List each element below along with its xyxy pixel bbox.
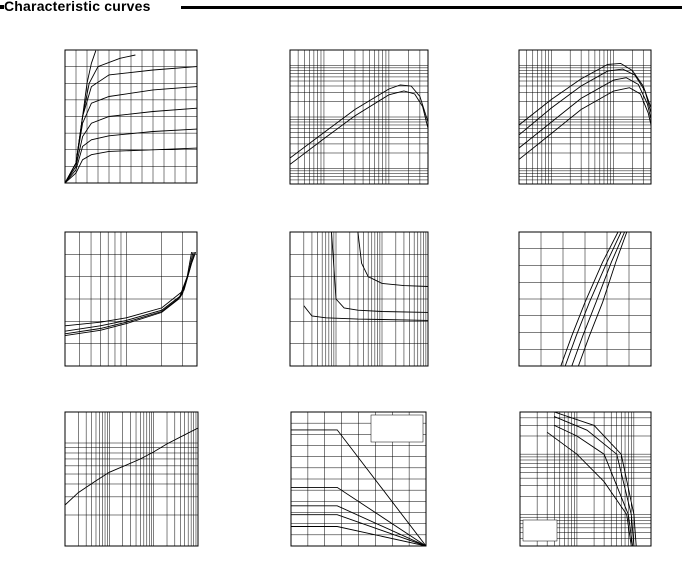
series-line-3 xyxy=(519,87,651,160)
series-line-1 xyxy=(564,232,622,366)
series-line-1 xyxy=(291,486,426,546)
plot-frame xyxy=(518,231,652,367)
series-line-3 xyxy=(65,251,197,327)
condition-box xyxy=(370,414,424,443)
plot-frame xyxy=(290,411,427,547)
series-line-0 xyxy=(519,62,651,126)
chart-soa xyxy=(519,411,652,547)
header-rule-left xyxy=(0,5,4,9)
chart-hfe-ic-temp xyxy=(518,49,652,185)
chart-ic-vce xyxy=(64,49,198,184)
series-line-2 xyxy=(291,505,426,546)
chart-hfe-ic xyxy=(289,49,429,185)
series-line-0 xyxy=(357,232,428,287)
series-line-2 xyxy=(65,251,195,332)
series-line-0 xyxy=(65,252,193,337)
series-line-6 xyxy=(65,147,197,183)
series-line-4 xyxy=(65,107,197,183)
series-line-0 xyxy=(291,429,426,546)
series-line-5 xyxy=(65,128,197,183)
series-line-1 xyxy=(554,416,635,546)
chart-ic-vbe-temp xyxy=(518,231,652,367)
chart-vcesat-ic-temp xyxy=(64,231,198,367)
series-line-0 xyxy=(554,412,637,546)
plot-frame xyxy=(64,49,198,184)
chart-vcesat-ib xyxy=(289,231,429,367)
series-line-1 xyxy=(290,90,428,165)
chart-theta-pw xyxy=(64,411,199,547)
series-line-3 xyxy=(577,232,628,366)
series-line-0 xyxy=(290,84,428,159)
page-title: Characteristic curves xyxy=(4,0,151,14)
condition-box xyxy=(522,519,558,542)
series-line-2 xyxy=(554,424,634,546)
plot-frame xyxy=(289,49,429,185)
series-line-2 xyxy=(571,232,626,366)
series-line-0 xyxy=(65,427,198,506)
header-rule xyxy=(181,6,682,9)
series-line-4 xyxy=(291,526,426,546)
plot-frame xyxy=(64,411,199,547)
series-line-3 xyxy=(65,86,197,183)
series-line-3 xyxy=(546,431,632,546)
plot-frame xyxy=(519,411,652,547)
page-header: Characteristic curves xyxy=(0,0,682,16)
series-line-1 xyxy=(331,232,428,313)
chart-pt-ta xyxy=(290,411,427,547)
series-line-2 xyxy=(303,305,428,321)
series-line-2 xyxy=(519,77,651,149)
plot-frame xyxy=(518,49,652,185)
series-line-3 xyxy=(291,514,426,546)
series-line-0 xyxy=(560,232,619,366)
plot-frame xyxy=(289,231,429,367)
series-line-1 xyxy=(519,68,651,136)
plot-frame xyxy=(64,231,198,367)
